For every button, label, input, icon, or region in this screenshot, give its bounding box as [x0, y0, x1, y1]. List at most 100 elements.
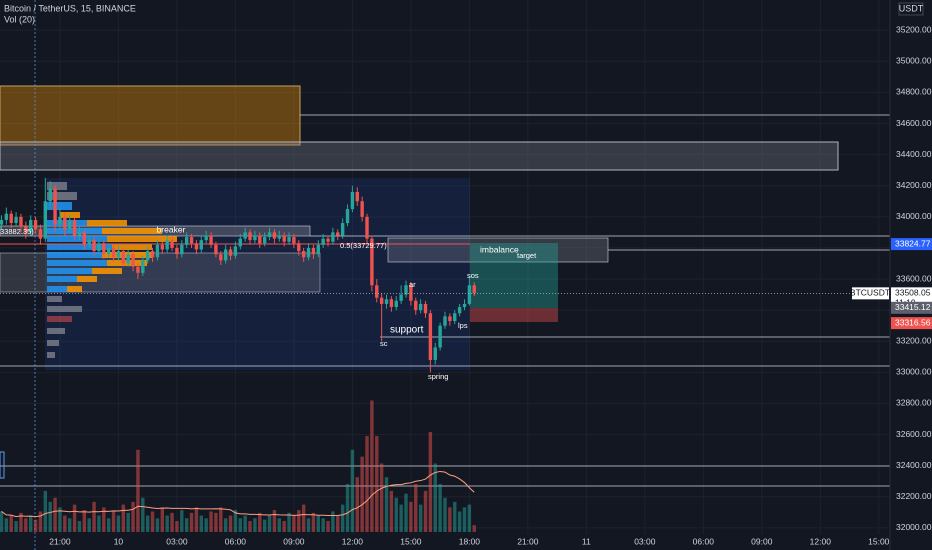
x-tick-label: 09:00	[751, 536, 773, 546]
candle-body	[258, 235, 262, 244]
volume-bar	[389, 490, 394, 532]
candle-body	[340, 223, 345, 236]
volume-bar	[175, 521, 179, 532]
volume-bar	[228, 515, 233, 532]
volume-bar	[448, 507, 452, 532]
volume-bar	[82, 510, 87, 532]
stop-zone	[470, 308, 558, 322]
volume-bar	[345, 484, 350, 532]
volume-bar	[248, 521, 252, 532]
volume-bar	[77, 521, 82, 532]
volume-bar	[180, 510, 184, 532]
candle-body	[170, 240, 174, 248]
zone	[0, 141, 839, 171]
volume-bar	[360, 456, 364, 532]
candle-body	[301, 251, 306, 258]
volume-bar	[467, 504, 472, 532]
candle-body	[282, 235, 286, 242]
volume-bar	[297, 510, 301, 532]
chart-title: Bitcoin / TetherUS, 15, BINANCE	[4, 3, 136, 13]
volume-ma	[1, 470, 475, 518]
y-tick-label: 32800.00	[896, 398, 932, 408]
price-marker-label: 33316.56	[895, 317, 931, 327]
volume-bar	[141, 497, 145, 532]
volume-bar	[311, 512, 316, 532]
candle-body	[24, 226, 28, 233]
y-tick-label: 34200.00	[896, 180, 932, 190]
volume-bar	[29, 515, 33, 532]
volume-bar	[384, 477, 389, 532]
volume-bar	[214, 512, 218, 532]
candle-body	[267, 232, 272, 238]
candle-body	[194, 243, 199, 250]
volume-bar	[24, 518, 28, 532]
y-tick-label: 35200.00	[896, 24, 932, 34]
volume-bar	[472, 525, 476, 532]
candle-body	[233, 246, 238, 256]
candle-body	[345, 209, 350, 224]
x-tick-label: 06:00	[693, 536, 715, 546]
candle-body	[204, 235, 208, 241]
volume-bar	[136, 449, 140, 532]
candle-body	[223, 249, 228, 261]
candle-body	[355, 191, 359, 202]
volume-bar	[453, 501, 457, 532]
candle-body	[462, 303, 467, 308]
candle-body	[272, 232, 277, 239]
volume-bar	[14, 521, 18, 532]
last-name-box	[852, 287, 889, 300]
candle-body	[277, 235, 281, 239]
volume-bar	[150, 511, 155, 532]
volume-bar	[365, 436, 369, 532]
candle-body	[311, 247, 316, 255]
volume-bar	[443, 497, 447, 532]
volume-bar	[223, 518, 228, 532]
candle-body	[160, 244, 165, 250]
candle-body	[116, 251, 121, 258]
volume-bar	[404, 493, 408, 532]
candle-body	[131, 254, 135, 267]
candle-body	[72, 219, 77, 236]
candle-body	[457, 307, 462, 314]
candle-body	[209, 235, 213, 245]
candle-body	[248, 232, 252, 241]
volume-bar	[423, 490, 428, 532]
candle-body	[126, 254, 130, 264]
volume-bar	[409, 501, 413, 532]
volume-bar	[72, 504, 77, 532]
volume-bar	[287, 512, 291, 532]
y-tick-label: 33200.00	[896, 336, 932, 346]
last-name: BTCUSDT	[850, 288, 890, 298]
volume-bar	[340, 504, 345, 532]
volume-bar	[165, 515, 169, 532]
y-tick-label: 34400.00	[896, 149, 932, 159]
volume-bar	[189, 512, 194, 532]
candle-body	[165, 240, 169, 250]
annotation: sos	[467, 271, 479, 280]
volume-bar	[106, 518, 111, 532]
candle-body	[228, 249, 233, 256]
y-tick-label: 32200.00	[896, 491, 932, 501]
candle-body	[180, 244, 184, 255]
volume-bar	[301, 504, 306, 532]
candle-body	[321, 238, 325, 245]
y-tick-label: 33600.00	[896, 273, 932, 283]
last-price: 33508.05	[895, 288, 931, 298]
candle-body	[82, 232, 87, 245]
candle-body	[58, 216, 62, 225]
volume-bar	[258, 512, 262, 532]
candle-body	[199, 240, 204, 250]
annotation: 0.5(33729.77)	[340, 241, 387, 250]
annotation: spring	[428, 372, 448, 381]
y-tick-label: 32400.00	[896, 460, 932, 470]
candle-body	[428, 313, 433, 360]
x-tick-label: 11	[582, 536, 591, 546]
price-marker	[891, 317, 932, 330]
candle-body	[141, 260, 145, 273]
x-tick-label: 12:00	[810, 536, 832, 546]
annotation: 33882.35)	[0, 227, 34, 236]
candle-body	[43, 201, 48, 239]
x-tick-label: 15:00	[400, 536, 422, 546]
volume-bar	[126, 512, 130, 532]
